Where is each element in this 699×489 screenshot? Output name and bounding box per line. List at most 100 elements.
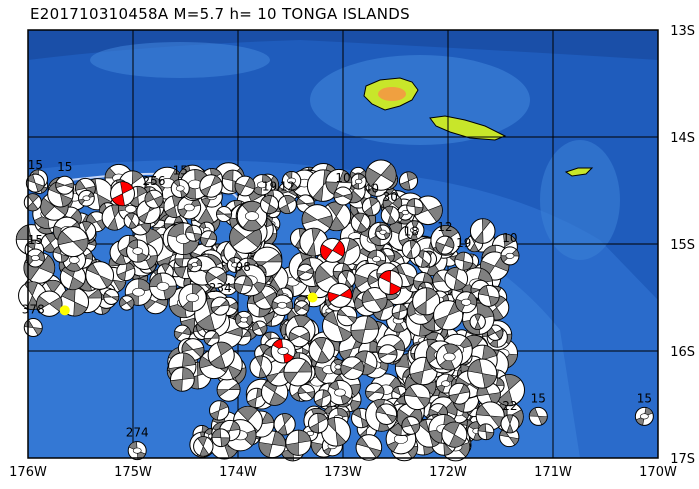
focal-mechanism-beachball — [401, 416, 421, 435]
focal-mechanism-beachball — [277, 195, 297, 214]
lon-tick-label: 173W — [324, 465, 362, 480]
focal-mechanism-beachball — [528, 406, 548, 426]
focal-mechanism-beachball — [260, 195, 279, 214]
depth-label: 15 — [28, 158, 43, 172]
focal-mechanism-beachball — [294, 300, 310, 316]
focal-mechanism-beachball — [403, 383, 431, 411]
land-islands — [363, 77, 594, 177]
lon-tick-label: 172W — [429, 465, 467, 480]
depth-label: 10 — [335, 171, 350, 185]
depth-label: 378 — [22, 303, 45, 317]
focal-mechanism-beachball — [330, 359, 346, 375]
lon-tick-label: 171W — [534, 465, 572, 480]
depth-label: 12 — [437, 220, 452, 234]
focal-mechanism-beachball — [435, 235, 455, 255]
highlighted-focal-mechanism — [327, 282, 353, 308]
island-upolu — [429, 115, 507, 141]
focal-mechanism-beachball — [144, 189, 164, 209]
focal-mechanism-beachball — [36, 290, 63, 317]
focal-mechanism-beachball — [404, 220, 425, 241]
focal-mechanism-beachball — [301, 204, 333, 236]
focal-mechanism-beachball — [401, 239, 421, 259]
focal-mechanism-beachball — [285, 429, 312, 456]
depth-label: 98 — [236, 260, 251, 274]
focal-mechanism-beachball — [477, 284, 500, 307]
focal-mechanism-beachball — [350, 212, 371, 233]
epicenter-marker — [307, 292, 318, 303]
depth-label: 12 — [280, 180, 295, 194]
focal-mechanism-beachball — [126, 239, 150, 263]
focal-mechanism-beachball — [375, 403, 398, 426]
depth-label: 274 — [126, 426, 149, 440]
focal-mechanism-beachball — [398, 171, 419, 191]
depth-label: 15 — [531, 391, 546, 405]
lon-tick-label: 176W — [9, 465, 47, 480]
focal-mechanism-beachball — [25, 173, 45, 193]
island-tutuila — [564, 167, 594, 177]
focal-mechanism-beachball — [365, 382, 385, 402]
focal-mechanism-beachball — [313, 389, 332, 408]
focal-mechanism-beachball — [435, 343, 463, 371]
focal-mechanism-beachball — [25, 248, 45, 268]
lat-tick-label: 14S — [670, 131, 695, 146]
depth-label: 40 — [364, 182, 379, 196]
focal-mechanism-beachball — [185, 224, 203, 242]
lat-tick-label: 16S — [670, 345, 695, 360]
focal-mechanism-beachball — [216, 206, 233, 223]
lat-tick-label: 15S — [670, 238, 695, 253]
focal-mechanism-beachball — [377, 344, 398, 364]
focal-mechanism-beachball — [454, 251, 474, 271]
focal-mechanism-beachball — [78, 189, 95, 207]
lon-tick-label: 175W — [114, 465, 152, 480]
focal-mechanisms — [15, 159, 654, 462]
focal-mechanism-beachball — [444, 266, 469, 291]
focal-mechanism-beachball — [433, 300, 464, 331]
focal-mechanism-beachball — [178, 283, 207, 312]
focal-mechanism-beachball — [234, 175, 256, 197]
focal-mechanism-beachball — [199, 174, 223, 198]
focal-mechanism-beachball — [288, 325, 311, 348]
focal-mechanism-beachball — [55, 175, 75, 195]
focal-mechanism-beachball — [193, 436, 214, 457]
island-highland — [378, 87, 406, 101]
map-frame — [27, 29, 659, 459]
depth-label: 19 — [456, 236, 471, 250]
focal-mechanism-beachball — [119, 295, 135, 311]
focal-mechanism-beachball — [391, 303, 408, 320]
focal-mechanism-beachball — [350, 315, 380, 344]
focal-mechanism-beachball — [23, 193, 42, 212]
focal-mechanism-beachball — [361, 197, 381, 217]
highlighted-focal-mechanism — [377, 270, 403, 296]
focal-mechanism-beachball — [57, 226, 89, 258]
map-title: E201710310458A M=5.7 h= 10 TONGA ISLANDS — [30, 5, 410, 23]
focal-mechanism-beachball — [251, 174, 273, 196]
focal-mechanism-beachball — [634, 406, 654, 426]
lat-tick-label: 13S — [670, 24, 695, 39]
focal-mechanism-beachball — [216, 377, 241, 402]
focal-mechanism-beachball — [365, 159, 397, 191]
focal-mechanism-beachball — [170, 367, 195, 392]
focal-mechanism-beachball — [486, 324, 504, 341]
focal-mechanism-beachball — [103, 288, 120, 305]
focal-mechanism-beachball — [448, 382, 471, 405]
focal-mechanism-beachball — [296, 263, 314, 281]
depth-label: 18 — [404, 224, 419, 238]
focal-mechanism-beachball — [235, 310, 253, 329]
focal-mechanism-beachball — [477, 423, 495, 441]
focal-mechanism-beachball — [467, 358, 498, 389]
focal-mechanism-beachball — [209, 400, 230, 421]
focal-mechanism-beachball — [333, 186, 353, 206]
focal-mechanism-beachball — [355, 434, 383, 461]
focal-mechanism-beachball — [207, 341, 235, 369]
focal-mechanism-beachball — [327, 379, 353, 406]
focal-mechanism-beachball — [59, 264, 86, 291]
focal-mechanism-beachball — [350, 173, 367, 190]
depth-label: 15 — [173, 163, 188, 177]
depth-label: 256 — [143, 174, 166, 188]
focal-mechanism-beachball — [281, 171, 302, 191]
focal-mechanism-beachball — [273, 413, 296, 436]
depth-label: 30 — [383, 190, 398, 204]
focal-mechanism-beachball — [500, 246, 520, 266]
